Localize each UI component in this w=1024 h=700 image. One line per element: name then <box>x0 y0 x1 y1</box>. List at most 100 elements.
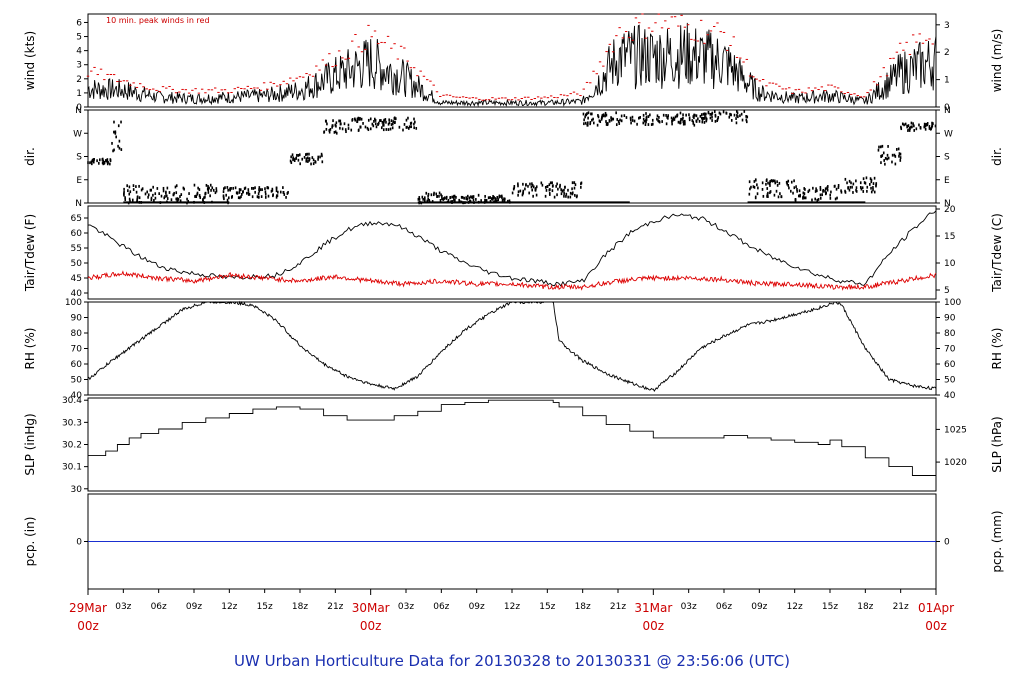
direction-point <box>135 185 137 188</box>
direction-point <box>910 121 913 125</box>
direction-point <box>535 193 538 197</box>
direction-point <box>607 122 609 125</box>
direction-point <box>844 177 847 181</box>
direction-point <box>117 144 119 148</box>
direction-point <box>141 187 144 191</box>
direction-point <box>714 114 717 118</box>
y-tick-label-right: W <box>944 129 953 139</box>
direction-point <box>215 187 218 190</box>
direction-point <box>207 191 210 194</box>
direction-point <box>770 179 773 182</box>
y-tick-label: 30.1 <box>62 463 82 473</box>
direction-point <box>260 195 263 199</box>
direction-point <box>240 195 242 199</box>
direction-point <box>366 126 369 130</box>
direction-point <box>847 186 849 189</box>
direction-point <box>636 122 638 126</box>
direction-point <box>713 110 716 113</box>
direction-point <box>461 195 464 199</box>
direction-point <box>571 181 574 185</box>
direction-point <box>895 148 898 151</box>
y-tick-label: 6 <box>76 18 82 28</box>
direction-point <box>574 193 576 197</box>
direction-point <box>345 130 347 134</box>
y-tick-label: 70 <box>71 345 83 355</box>
direction-point <box>312 162 315 166</box>
y-tick-label: 30.4 <box>62 396 82 406</box>
direction-point <box>549 181 552 185</box>
direction-point <box>766 187 769 190</box>
direction-point <box>658 119 660 123</box>
direction-point <box>421 195 424 199</box>
direction-point <box>339 119 342 123</box>
y-tick-label: 80 <box>71 329 83 339</box>
direction-point <box>658 116 660 119</box>
y-tick-label: 90 <box>71 314 83 324</box>
y-tick-label-right: 70 <box>944 345 956 355</box>
direction-point <box>901 122 904 126</box>
direction-point <box>156 187 159 190</box>
direction-point <box>252 187 255 190</box>
direction-point <box>894 155 897 158</box>
direction-point <box>466 194 469 198</box>
direction-point <box>743 110 746 113</box>
direction-point <box>797 194 800 198</box>
direction-point <box>489 199 492 203</box>
direction-point <box>258 188 260 192</box>
direction-point <box>464 201 466 205</box>
direction-point <box>106 158 109 161</box>
direction-point <box>587 116 589 120</box>
direction-point <box>383 118 385 122</box>
direction-point <box>633 119 636 123</box>
direction-point <box>484 198 486 202</box>
direction-point <box>928 127 931 130</box>
direction-point <box>405 126 408 129</box>
direction-point <box>670 116 673 120</box>
direction-point <box>766 194 768 198</box>
time-tick-label: 21z <box>893 602 909 612</box>
direction-point <box>441 194 443 198</box>
direction-point <box>440 193 442 197</box>
direction-point <box>242 190 244 194</box>
direction-point <box>555 184 557 188</box>
direction-point <box>645 118 648 122</box>
direction-point <box>369 127 372 131</box>
panel-slp: 30 30.1 30.2 30.3 30.4 1020 1025 SLP (inHg) SLP … <box>23 396 1004 495</box>
direction-point <box>551 184 554 188</box>
direction-point <box>785 180 788 184</box>
direction-point <box>705 112 707 116</box>
direction-point <box>385 128 388 131</box>
direction-point <box>898 152 901 156</box>
direction-point <box>146 190 149 194</box>
direction-point <box>407 116 409 120</box>
direction-point <box>830 190 832 194</box>
direction-point <box>501 196 503 200</box>
direction-point <box>239 196 241 200</box>
y-tick-label-right: 1020 <box>944 458 967 468</box>
direction-point <box>786 182 788 186</box>
direction-point <box>923 125 926 129</box>
direction-point <box>545 189 548 192</box>
direction-point <box>735 117 737 120</box>
direction-point <box>152 185 154 189</box>
direction-point <box>513 185 516 188</box>
direction-point <box>241 193 243 196</box>
y-tick-label: 40 <box>71 289 83 299</box>
direction-point <box>238 188 241 191</box>
direction-point <box>525 183 527 187</box>
direction-point <box>463 196 465 200</box>
direction-point <box>855 179 857 183</box>
direction-point <box>534 187 537 191</box>
direction-point <box>787 183 790 187</box>
direction-point <box>356 120 358 123</box>
direction-point <box>656 114 659 118</box>
direction-point <box>748 180 751 184</box>
direction-point <box>468 196 471 200</box>
direction-point <box>319 155 321 159</box>
direction-point <box>807 190 810 194</box>
direction-point <box>187 199 189 203</box>
direction-point <box>884 156 887 160</box>
direction-point <box>790 180 793 184</box>
direction-point <box>754 178 757 182</box>
direction-point <box>657 119 659 123</box>
